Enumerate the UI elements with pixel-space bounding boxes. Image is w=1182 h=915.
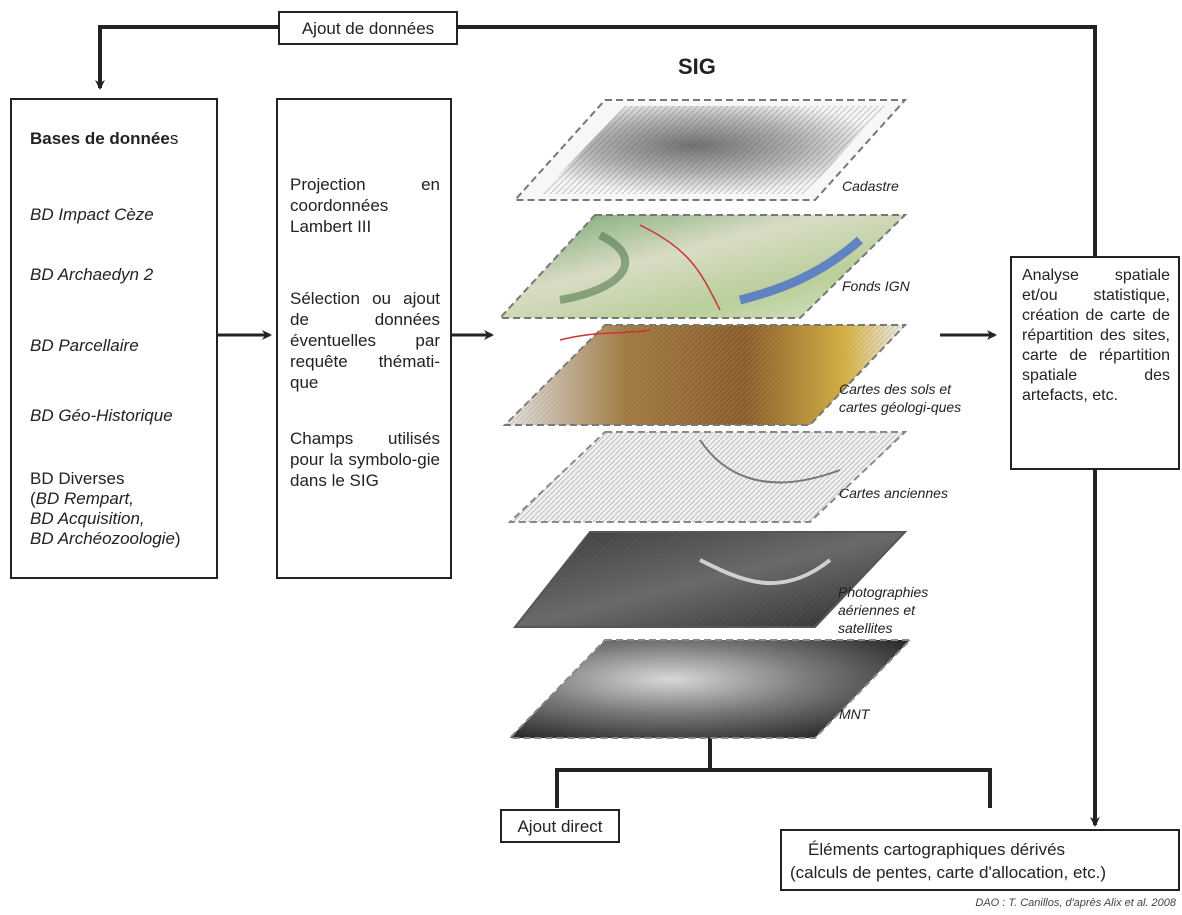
db-item-geo-historique: BD Géo-Historique — [30, 406, 173, 425]
db-diverses-rempart: BD Rempart, — [35, 489, 134, 508]
analysis-text: Analyse spatiale et/ou statistique, créa… — [1022, 267, 1170, 404]
layer-fonds-ign — [497, 214, 908, 319]
db-diverses-line-3: BD Archéozoologie) — [30, 528, 181, 549]
layer-label-photographies: Photographies aériennes et satellites — [838, 584, 929, 636]
processing-selection: Sélection ou ajout de données éventuelle… — [290, 289, 440, 392]
credit-text: DAO : T. Canillos, d'après Alix et al. 2… — [975, 897, 1176, 909]
processing-champs: Champs utilisés pour la symbolo-gie dans… — [290, 429, 440, 490]
layer-cartes-sols — [502, 324, 908, 426]
derived-line-1: Éléments cartographiques dérivés — [808, 840, 1066, 859]
layer-cadastre — [512, 99, 908, 201]
databases-box: Bases de données BD Impact Cèze BD Archa… — [10, 98, 218, 579]
layer-mnt — [507, 639, 913, 739]
databases-heading-bold: Bases de donnée — [30, 129, 170, 148]
db-diverses-close-paren: ) — [174, 529, 181, 548]
analysis-box: Analyse spatiale et/ou statistique, créa… — [1010, 256, 1180, 470]
processing-box: Projection en coordonnées Lambert III Sé… — [276, 98, 452, 579]
db-item-impact-ceze: BD Impact Cèze — [30, 205, 154, 224]
ajout-donnees-label: Ajout de données — [301, 19, 435, 38]
derived-elements-box: Éléments cartographiques dérivés (calcul… — [780, 829, 1180, 891]
layer-cartes-anciennes — [507, 431, 908, 523]
databases-heading: Bases de données — [30, 128, 178, 149]
db-item-diverses: BD Diverses — [30, 469, 125, 488]
db-item-archaedyn: BD Archaedyn 2 — [30, 265, 154, 284]
layer-label-fonds-ign: Fonds IGN — [842, 278, 910, 294]
db-diverses-archeozoologie: BD Archéozoologie — [30, 529, 175, 548]
db-diverses-line-1: (BD Rempart, — [30, 488, 134, 509]
ajout-donnees-label-box: Ajout de données — [278, 11, 458, 45]
derived-line-2: (calculs de pentes, carte d'allocation, … — [790, 863, 1107, 882]
processing-projection: Projection en coordonnées Lambert III — [290, 175, 440, 236]
db-diverses-acquisition: BD Acquisition, — [30, 509, 145, 528]
bottom-bracket-line — [555, 768, 992, 808]
layer-label-cartes-sols: Cartes des sols et cartes géologi-ques — [839, 381, 962, 415]
ajout-direct-label: Ajout direct — [517, 817, 603, 836]
layer-label-mnt: MNT — [839, 706, 870, 722]
databases-heading-tail: s — [169, 129, 179, 148]
db-diverses-open-paren: ( — [30, 489, 36, 508]
sig-title: SIG — [678, 54, 716, 79]
top-loop-line — [95, 25, 1097, 256]
ajout-direct-box: Ajout direct — [500, 809, 620, 843]
db-item-parcellaire: BD Parcellaire — [30, 336, 139, 355]
layer-label-cadastre: Cadastre — [842, 178, 899, 194]
layer-label-cartes-anciennes: Cartes anciennes — [839, 485, 948, 501]
layer-photographies — [512, 531, 908, 628]
